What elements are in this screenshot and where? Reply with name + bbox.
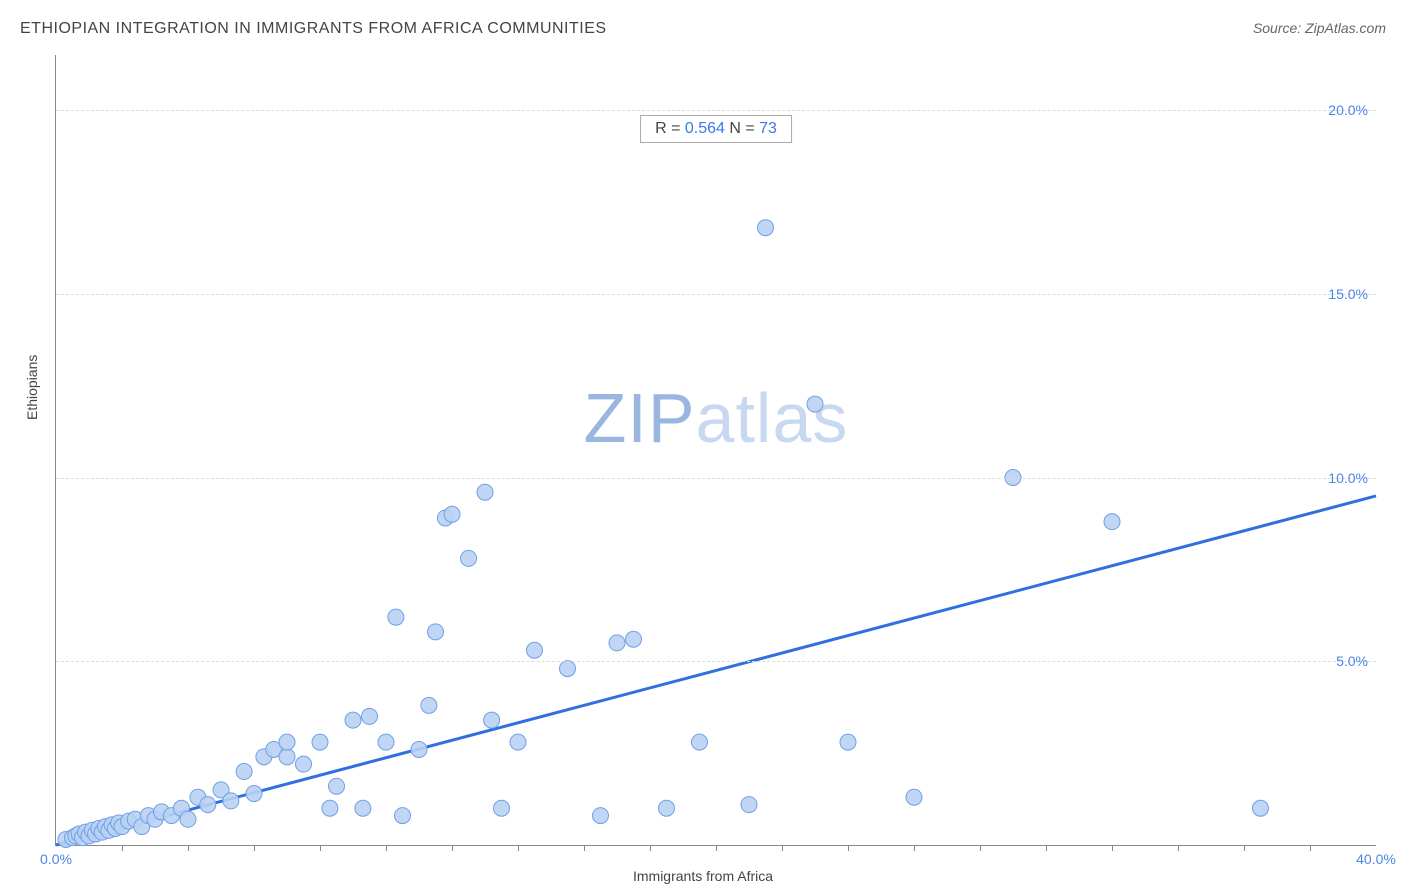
x-tick-mark xyxy=(1046,845,1047,851)
scatter-point xyxy=(461,550,477,566)
scatter-point xyxy=(329,778,345,794)
scatter-point xyxy=(1104,514,1120,530)
x-max-label: 40.0% xyxy=(1356,851,1396,867)
scatter-point xyxy=(246,786,262,802)
y-tick-label: 20.0% xyxy=(1328,102,1368,118)
scatter-point xyxy=(345,712,361,728)
scatter-point xyxy=(741,797,757,813)
plot-area: ZIPatlas R = 0.564 N = 73 5.0%10.0%15.0%… xyxy=(55,55,1376,846)
y-axis-label: Ethiopians xyxy=(24,355,40,420)
x-tick-mark xyxy=(914,845,915,851)
scatter-point xyxy=(279,734,295,750)
scatter-point xyxy=(593,808,609,824)
scatter-point xyxy=(411,741,427,757)
scatter-point xyxy=(421,697,437,713)
scatter-point xyxy=(527,642,543,658)
scatter-point xyxy=(200,797,216,813)
y-tick-label: 10.0% xyxy=(1328,470,1368,486)
x-tick-mark xyxy=(584,845,585,851)
scatter-point xyxy=(609,635,625,651)
scatter-point xyxy=(477,484,493,500)
scatter-point xyxy=(510,734,526,750)
scatter-point xyxy=(355,800,371,816)
scatter-point xyxy=(444,506,460,522)
x-tick-mark xyxy=(1244,845,1245,851)
scatter-point xyxy=(312,734,328,750)
x-tick-mark xyxy=(518,845,519,851)
gridline xyxy=(56,110,1376,111)
scatter-point xyxy=(362,708,378,724)
scatter-point xyxy=(840,734,856,750)
x-origin-label: 0.0% xyxy=(40,851,72,867)
x-tick-mark xyxy=(122,845,123,851)
x-tick-mark xyxy=(650,845,651,851)
x-tick-mark xyxy=(1178,845,1179,851)
x-tick-mark xyxy=(320,845,321,851)
scatter-point xyxy=(626,631,642,647)
scatter-point xyxy=(378,734,394,750)
x-tick-mark xyxy=(1112,845,1113,851)
x-axis-label: Immigrants from Africa xyxy=(633,868,773,884)
scatter-point xyxy=(279,749,295,765)
y-tick-label: 5.0% xyxy=(1336,653,1368,669)
chart-source: Source: ZipAtlas.com xyxy=(1253,20,1386,36)
scatter-point xyxy=(494,800,510,816)
x-tick-mark xyxy=(254,845,255,851)
scatter-point xyxy=(484,712,500,728)
scatter-point xyxy=(180,811,196,827)
scatter-point xyxy=(223,793,239,809)
x-tick-mark xyxy=(782,845,783,851)
x-tick-mark xyxy=(980,845,981,851)
y-tick-label: 15.0% xyxy=(1328,286,1368,302)
scatter-point xyxy=(296,756,312,772)
scatter-point xyxy=(322,800,338,816)
x-tick-mark xyxy=(716,845,717,851)
scatter-point xyxy=(906,789,922,805)
scatter-point xyxy=(1253,800,1269,816)
x-tick-mark xyxy=(848,845,849,851)
scatter-point xyxy=(236,764,252,780)
scatter-point xyxy=(758,220,774,236)
gridline xyxy=(56,294,1376,295)
scatter-point xyxy=(395,808,411,824)
scatter-point xyxy=(388,609,404,625)
x-tick-mark xyxy=(188,845,189,851)
gridline xyxy=(56,478,1376,479)
scatter-point xyxy=(692,734,708,750)
gridline xyxy=(56,661,1376,662)
x-tick-mark xyxy=(1310,845,1311,851)
scatter-point xyxy=(428,624,444,640)
scatter-svg xyxy=(56,55,1376,845)
scatter-point xyxy=(659,800,675,816)
scatter-point xyxy=(560,661,576,677)
x-tick-mark xyxy=(452,845,453,851)
chart-title: ETHIOPIAN INTEGRATION IN IMMIGRANTS FROM… xyxy=(20,20,607,38)
scatter-point xyxy=(807,396,823,412)
x-tick-mark xyxy=(386,845,387,851)
